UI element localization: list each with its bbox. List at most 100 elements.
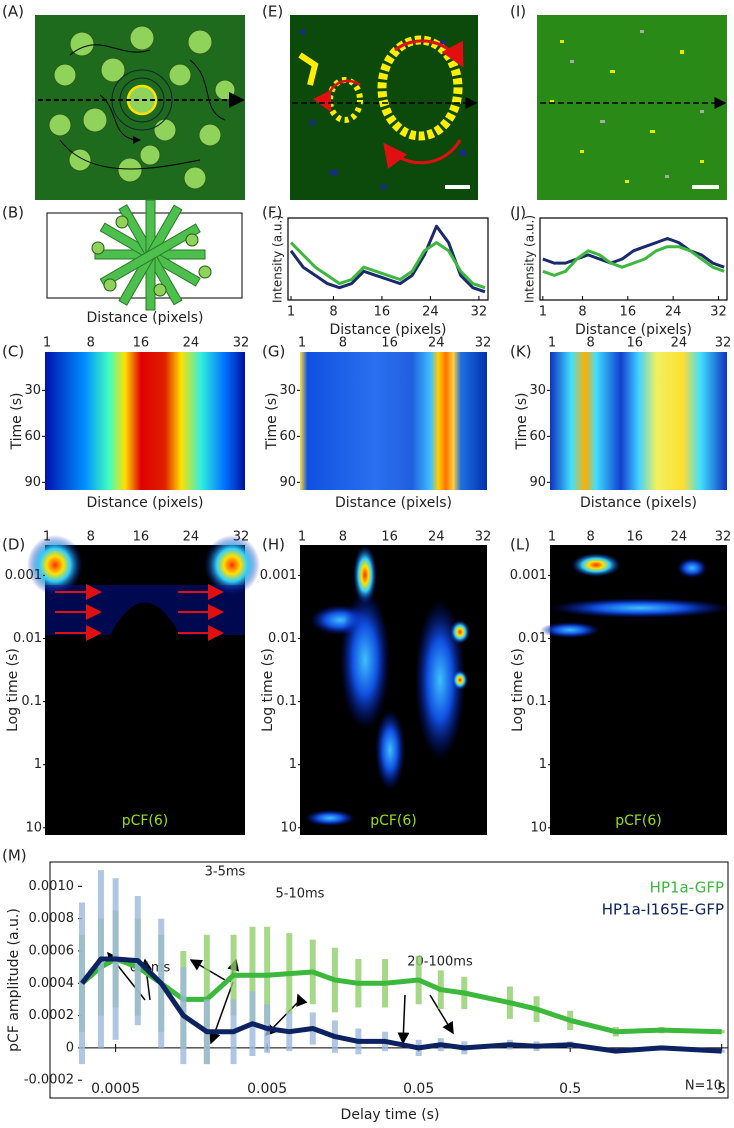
x-tick-label: 16 <box>381 336 398 351</box>
x-tick-label: 32 <box>233 336 250 351</box>
y-tick-label: 30 <box>529 383 546 398</box>
annotation: N=10 <box>685 1079 722 1094</box>
y-tick-label: 0.01 <box>268 631 297 646</box>
x-tick-label: 1 <box>548 530 556 545</box>
pcf-map-h <box>300 545 487 835</box>
image-e <box>290 15 478 200</box>
panel-label: (J) <box>510 204 526 222</box>
panel-label: (G) <box>262 343 285 361</box>
y-tick-label: 1 <box>289 757 297 772</box>
heatmap-g <box>300 352 487 490</box>
y-tick-label: 30 <box>279 383 296 398</box>
heatmap-k <box>550 352 727 490</box>
panel-label: (M) <box>2 847 27 865</box>
x-tick-label: 1 <box>548 336 556 351</box>
x-tick-label: 32 <box>475 530 492 545</box>
x-tick-label: 8 <box>339 530 347 545</box>
x-tick-label: 8 <box>87 336 95 351</box>
x-tick-label: 1 <box>298 530 306 545</box>
x-tick-label: 32 <box>475 336 492 351</box>
y-tick-label: 90 <box>529 475 546 490</box>
x-tick-label: 16 <box>374 305 391 320</box>
x-tick-label: 24 <box>422 305 439 320</box>
x-axis-label: Distance (pixels) <box>575 322 692 338</box>
x-tick-label: 16 <box>620 305 637 320</box>
y-axis-label: Time (s) <box>9 393 25 451</box>
x-tick-label: 32 <box>233 530 250 545</box>
annotation: 3-5ms <box>205 865 246 880</box>
y-tick-label: 10 <box>530 820 547 835</box>
annotation: 5-10ms <box>276 887 325 902</box>
panel-label: (I) <box>510 3 526 21</box>
y-tick-label: 0.0010 <box>29 879 75 894</box>
y-tick-label: 0.01 <box>13 631 42 646</box>
x-tick-label: 32 <box>715 336 732 351</box>
x-tick-label: 16 <box>381 530 398 545</box>
x-axis-label: Delay time (s) <box>341 1107 440 1123</box>
x-tick-label: 24 <box>671 336 688 351</box>
y-tick-label: 30 <box>24 383 41 398</box>
panel-label: (L) <box>510 536 530 554</box>
x-tick-label: 0.005 <box>247 1081 287 1097</box>
x-tick-label: 32 <box>710 305 727 320</box>
y-axis-label: Time (s) <box>514 393 530 451</box>
x-tick-label: 0.5 <box>559 1081 581 1097</box>
x-tick-label: 8 <box>329 305 337 320</box>
y-tick-label: 10 <box>25 820 42 835</box>
y-tick-label: 90 <box>279 475 296 490</box>
x-tick-label: 1 <box>43 336 51 351</box>
panel-label: (D) <box>2 536 25 554</box>
x-tick-label: 16 <box>626 530 643 545</box>
legend-entry: HP1a-I165E-GFP <box>602 901 724 919</box>
heatmap-c <box>45 352 245 490</box>
annotation: pCF(6) <box>615 813 662 829</box>
x-tick-label: 24 <box>183 336 200 351</box>
x-tick-label: 16 <box>626 336 643 351</box>
panel-label: (A) <box>2 3 24 21</box>
x-tick-label: 5 <box>717 1081 726 1097</box>
panel-label: (K) <box>510 343 532 361</box>
y-axis-label: Intensity (a.u.) <box>271 215 285 303</box>
y-tick-label: 60 <box>24 429 41 444</box>
y-axis-label: Log time (s) <box>510 648 526 732</box>
x-tick-label: 32 <box>715 530 732 545</box>
y-tick-label: 60 <box>529 429 546 444</box>
x-tick-label: 0.0005 <box>91 1081 140 1097</box>
x-tick-label: 1 <box>287 305 295 320</box>
y-axis-label: pCF amplitude (a.u.) <box>6 908 22 1052</box>
y-axis-label: Log time (s) <box>260 648 276 732</box>
y-tick-label: 1 <box>539 757 547 772</box>
y-tick-label: -0.0002 <box>24 1073 74 1088</box>
x-tick-label: 24 <box>428 336 445 351</box>
y-tick-label: 0.0004 <box>29 976 75 991</box>
y-tick-label: 0.001 <box>5 568 42 583</box>
x-tick-label: 0.05 <box>403 1081 434 1097</box>
x-tick-label: 8 <box>339 336 347 351</box>
pcf-map-l <box>540 545 730 835</box>
plot-frame <box>287 217 489 301</box>
series-line <box>80 956 722 1035</box>
series-line <box>289 241 486 290</box>
legend-entry: HP1a-GFP <box>650 879 724 897</box>
x-tick-label: 8 <box>586 530 594 545</box>
x-tick-label: 24 <box>671 530 688 545</box>
y-tick-label: 10 <box>280 820 297 835</box>
x-axis-label: Distance (pixels) <box>86 310 203 326</box>
x-tick-label: 1 <box>43 530 51 545</box>
frame-m <box>49 861 729 1099</box>
panel-label: (H) <box>262 536 285 554</box>
y-tick-label: 0.001 <box>260 568 297 583</box>
x-tick-label: 1 <box>298 336 306 351</box>
y-tick-label: 0.0008 <box>29 911 75 926</box>
x-axis-label: Distance (pixels) <box>329 322 446 338</box>
y-tick-label: 90 <box>24 475 41 490</box>
plot-frame <box>539 217 728 301</box>
x-tick-label: 16 <box>133 530 150 545</box>
panel-label: (C) <box>2 343 24 361</box>
y-tick-label: 1 <box>34 757 42 772</box>
image-i <box>537 15 727 200</box>
annotation: 20-100ms <box>407 955 473 970</box>
y-tick-label: 0 <box>66 1040 74 1055</box>
x-tick-label: 8 <box>586 336 594 351</box>
pcf-map-d <box>27 535 260 835</box>
